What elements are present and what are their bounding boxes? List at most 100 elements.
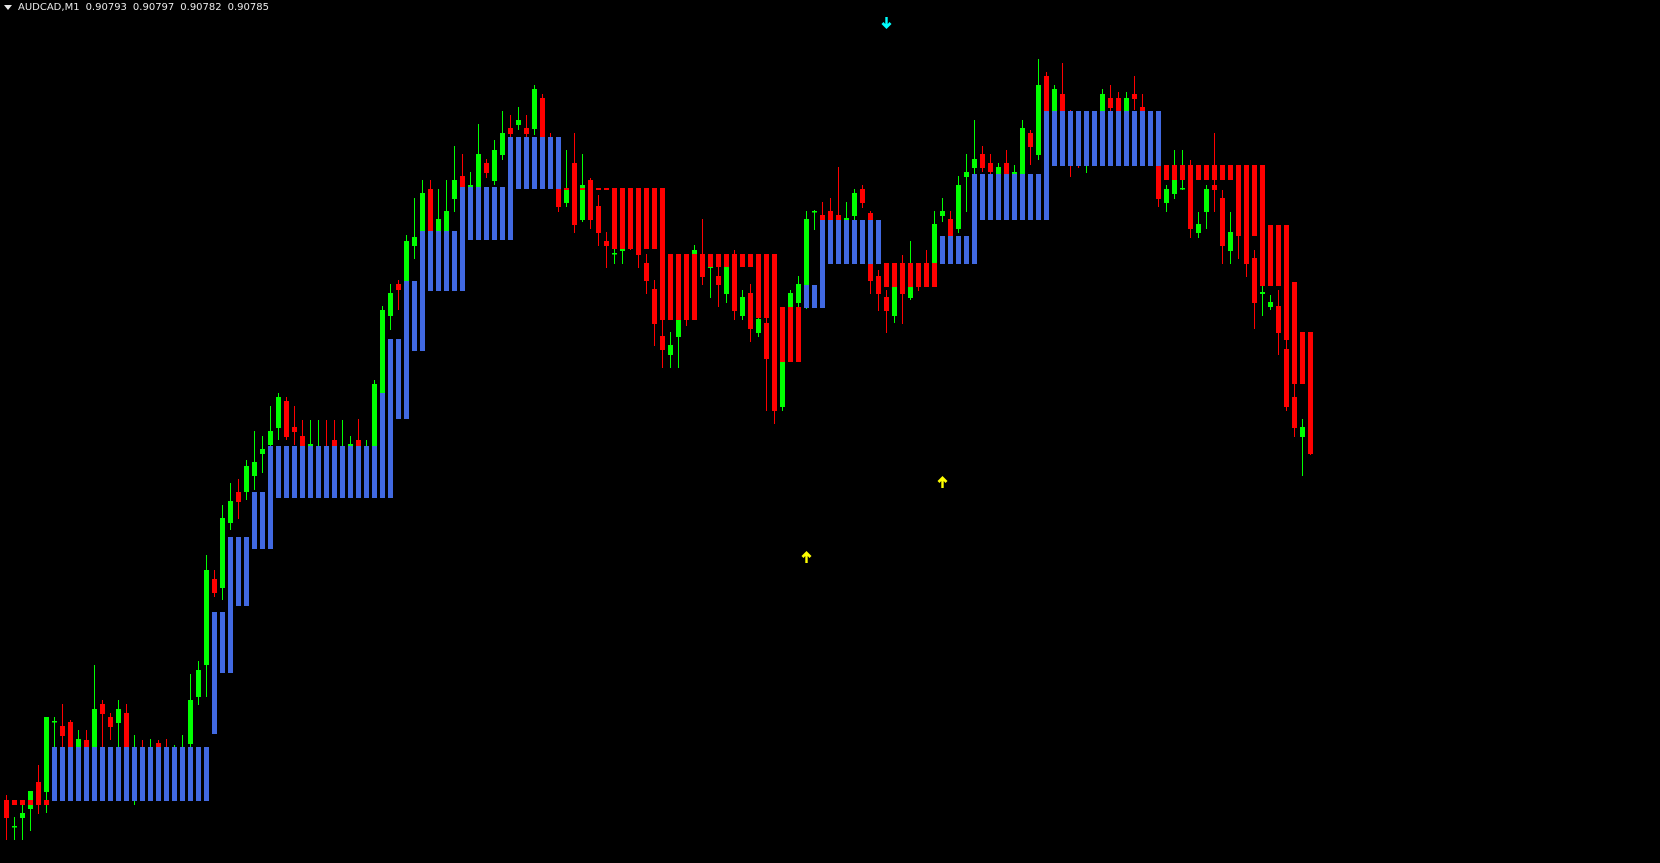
candle: [828, 198, 833, 224]
candle-body: [556, 189, 561, 207]
candle-body: [1060, 94, 1065, 111]
candle-body: [468, 185, 473, 187]
candle: [596, 195, 601, 246]
candle-body: [44, 717, 49, 792]
box-bar-up: [876, 220, 881, 264]
candle: [764, 310, 769, 411]
candle-body: [476, 154, 481, 187]
candle: [20, 805, 25, 840]
box-bar-down: [1276, 225, 1281, 286]
box-bar-down: [660, 188, 665, 320]
box-bar-down: [756, 254, 761, 318]
box-bar-up: [332, 446, 337, 498]
box-bar-up: [236, 537, 241, 606]
box-bar-up: [420, 231, 425, 351]
box-bar-up: [252, 492, 257, 549]
candle: [428, 180, 433, 235]
box-bar-down: [636, 188, 641, 249]
arrow-down-icon: [881, 17, 892, 29]
candle-body: [420, 193, 425, 231]
box-bar-up: [1156, 111, 1161, 166]
candle-body: [820, 215, 825, 220]
low-price: 0.90782: [180, 1, 222, 13]
box-bar-up: [276, 446, 281, 498]
box-bar-up: [500, 187, 505, 240]
box-bar-down: [668, 254, 673, 320]
candle-body: [124, 713, 129, 747]
candle-body: [1268, 302, 1273, 307]
candle-body: [492, 150, 497, 181]
box-bar-down: [900, 263, 905, 287]
candle-body: [20, 813, 25, 818]
candle-body: [596, 206, 601, 233]
box-bar-up: [844, 220, 849, 264]
candle-body: [692, 250, 697, 254]
candle: [412, 198, 417, 259]
candle: [76, 730, 81, 750]
candle: [380, 306, 385, 400]
candle-body: [236, 492, 241, 502]
candle: [668, 332, 673, 368]
candle-body: [1036, 85, 1041, 155]
box-bar-up: [1100, 111, 1105, 166]
candle: [740, 290, 745, 320]
signal-arrows-layer: [801, 17, 948, 563]
candle-body: [780, 362, 785, 407]
candle-body: [1100, 94, 1105, 111]
candle-body: [444, 211, 449, 231]
candle: [236, 479, 241, 519]
box-bar-up: [244, 537, 249, 606]
candle-body: [836, 215, 841, 220]
box-bar-down: [596, 188, 601, 190]
candle-body: [1204, 189, 1209, 212]
candle-body: [60, 726, 65, 736]
candle-body: [1284, 349, 1289, 407]
box-bar-down: [1260, 165, 1265, 286]
candle: [444, 180, 449, 235]
candle: [116, 700, 121, 747]
box-bar-up: [356, 446, 361, 498]
box-bar-up: [180, 747, 185, 801]
box-bar-down: [780, 307, 785, 362]
box-bar-up: [132, 747, 137, 801]
box-bar-down: [908, 263, 913, 287]
candle-body: [252, 462, 257, 476]
candle-body: [524, 128, 529, 134]
candle: [1108, 85, 1113, 115]
candle: [812, 210, 817, 230]
box-bar-up: [524, 137, 529, 189]
candle: [588, 178, 593, 229]
candle-body: [116, 709, 121, 723]
open-price: 0.90793: [85, 1, 127, 13]
box-bar-down: [716, 254, 721, 267]
candle-body: [804, 219, 809, 285]
box-bar-up: [508, 137, 513, 240]
candle: [652, 280, 657, 346]
candle: [716, 265, 721, 307]
box-bar-up: [964, 236, 969, 264]
box-bar-up: [476, 187, 481, 240]
box-bar-down: [1244, 165, 1249, 264]
candle-body: [36, 782, 41, 805]
candle-body: [892, 287, 897, 316]
candle: [660, 320, 665, 368]
candle-body: [108, 717, 113, 727]
box-bar-up: [812, 285, 817, 308]
box-bar-up: [196, 747, 201, 801]
candle-body: [76, 739, 81, 747]
box-bar-down: [572, 188, 577, 190]
box-bar-up: [140, 747, 145, 801]
candle-body: [852, 193, 857, 216]
box-bar-down: [44, 800, 49, 805]
candle: [420, 180, 425, 240]
candle-body: [1020, 128, 1025, 174]
box-bar-down: [1212, 165, 1217, 180]
candle: [972, 120, 977, 175]
candle-body: [188, 700, 193, 744]
box-bar-up: [1068, 111, 1073, 166]
candle-body: [156, 743, 161, 747]
candle-body: [1260, 292, 1265, 294]
candle-body: [676, 320, 681, 337]
caret-down-icon[interactable]: [4, 4, 12, 10]
